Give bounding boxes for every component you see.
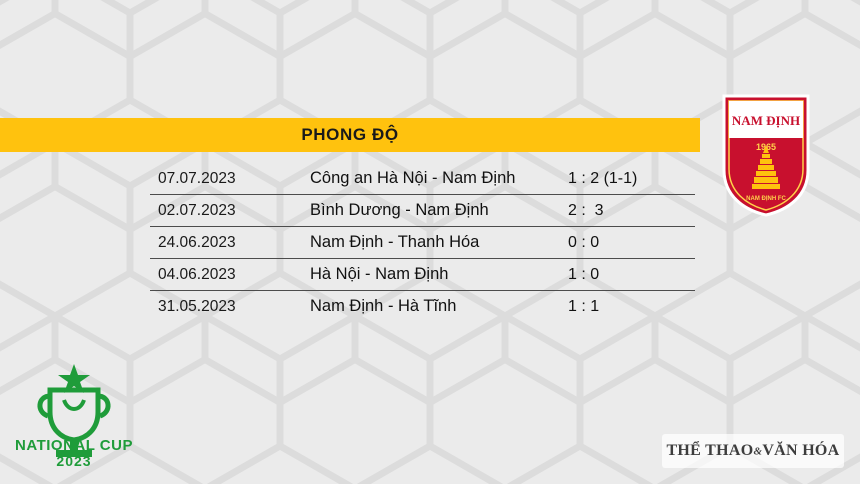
- table-row: 02.07.2023 Bình Dương - Nam Định 2 : 3: [150, 195, 695, 227]
- national-cup-logo-icon: [14, 360, 134, 472]
- match-score: 1 : 2 (1-1): [568, 169, 638, 187]
- recent-form-table: 07.07.2023 Công an Hà Nội - Nam Định 1 :…: [150, 163, 695, 322]
- national-cup-logo-text: NATIONAL CUP 2023: [6, 438, 142, 468]
- match-score: 1 : 1: [568, 297, 600, 315]
- match-teams: Công an Hà Nội - Nam Định: [310, 169, 516, 187]
- match-date: 31.05.2023: [158, 297, 236, 315]
- match-date: 07.07.2023: [158, 169, 236, 187]
- match-score: 2 : 3: [568, 201, 604, 219]
- match-date: 04.06.2023: [158, 265, 236, 283]
- table-row: 07.07.2023 Công an Hà Nội - Nam Định 1 :…: [150, 163, 695, 195]
- publisher-watermark: THỂ THAO&VĂN HÓA: [662, 434, 844, 468]
- watermark-left: THỂ THAO: [666, 442, 754, 459]
- crest-club-name: NAM ĐỊNH: [732, 113, 800, 128]
- watermark-ampersand: &: [753, 445, 763, 458]
- match-teams: Hà Nội - Nam Định: [310, 265, 449, 283]
- match-date: 02.07.2023: [158, 201, 236, 219]
- match-score: 0 : 0: [568, 233, 600, 251]
- crest-sub-text: NAM ĐỊNH FC: [746, 196, 786, 202]
- table-row: 04.06.2023 Hà Nội - Nam Định 1 : 0: [150, 259, 695, 291]
- crest-tower-icon: [752, 146, 780, 189]
- match-score: 1 : 0: [568, 265, 600, 283]
- cup-logo-line1: NATIONAL CUP: [15, 437, 133, 454]
- page-title: PHONG ĐỘ: [301, 125, 399, 144]
- table-row: 24.06.2023 Nam Định - Thanh Hóa 0 : 0: [150, 227, 695, 259]
- cup-logo-line2: 2023: [56, 452, 92, 469]
- match-teams: Bình Dương - Nam Định: [310, 201, 489, 219]
- match-teams: Nam Định - Hà Tĩnh: [310, 297, 457, 315]
- match-date: 24.06.2023: [158, 233, 236, 251]
- match-teams: Nam Định - Thanh Hóa: [310, 233, 480, 251]
- watermark-text: THỂ THAO&VĂN HÓA: [666, 442, 839, 460]
- section-header-bar: [0, 118, 700, 152]
- table-row: 31.05.2023 Nam Định - Hà Tĩnh 1 : 1: [150, 291, 695, 322]
- club-crest-nam-dinh: NAM ĐỊNH 1965 NAM ĐỊNH FC: [718, 92, 814, 218]
- watermark-right: VĂN HÓA: [762, 442, 840, 459]
